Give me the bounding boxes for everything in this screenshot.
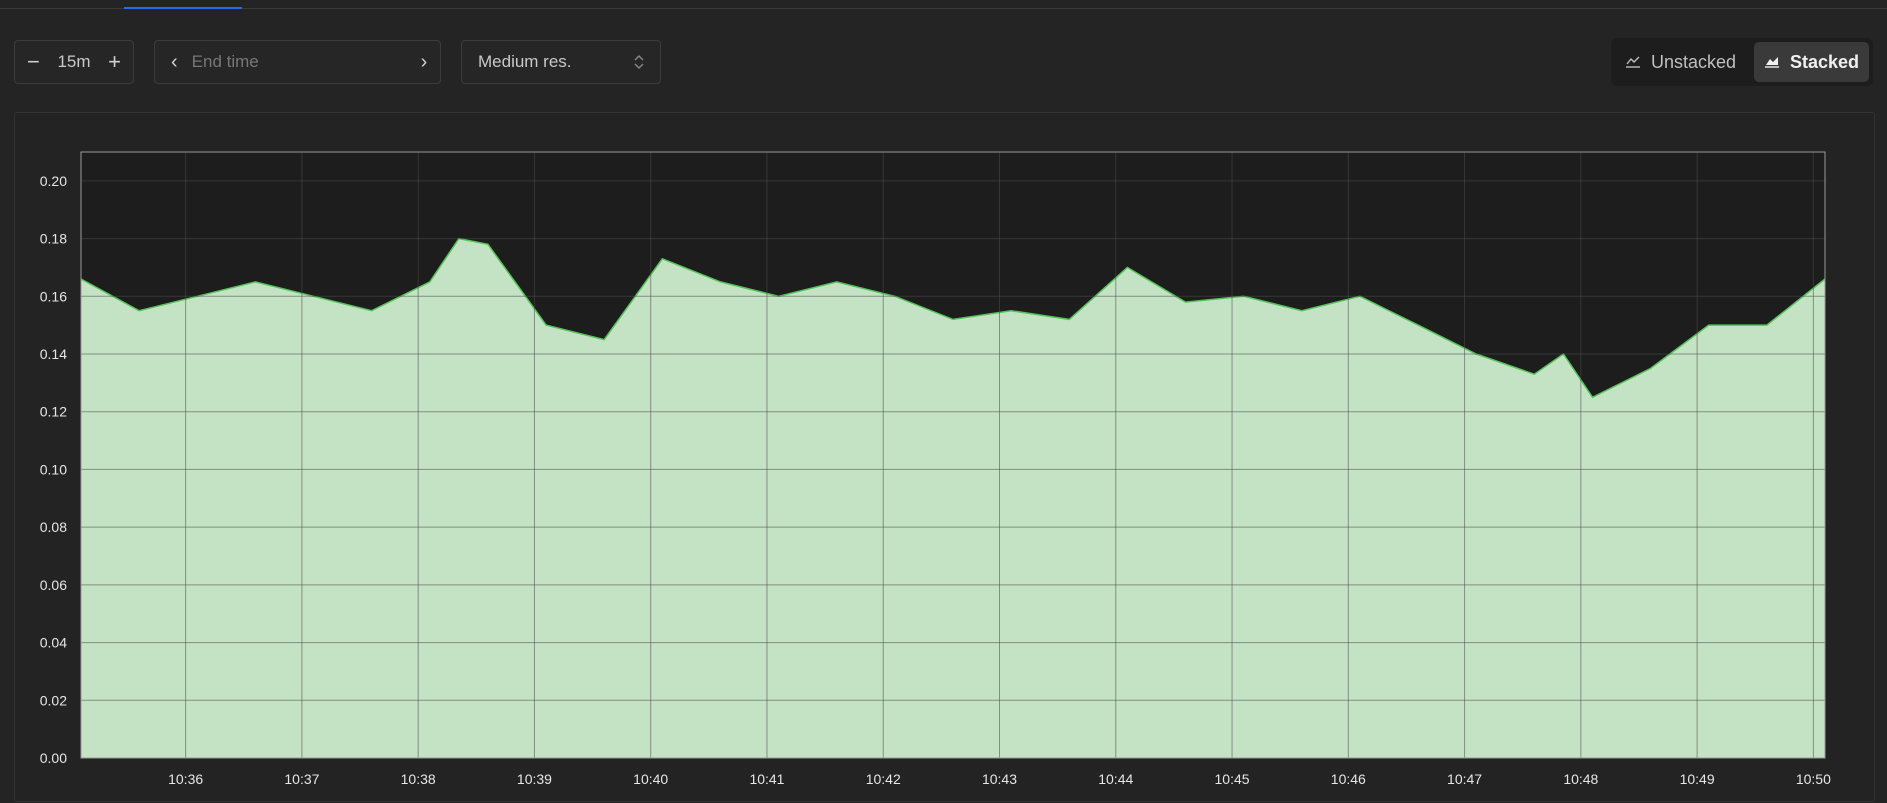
x-tick-label: 10:39 <box>517 771 552 787</box>
x-tick-label: 10:44 <box>1098 771 1133 787</box>
x-tick-label: 10:50 <box>1796 771 1831 787</box>
x-tick-label: 10:49 <box>1680 771 1715 787</box>
previous-time-button[interactable]: ‹ <box>171 51 178 74</box>
y-tick-label: 0.04 <box>40 635 67 651</box>
unstacked-button[interactable]: Unstacked <box>1615 42 1754 82</box>
y-tick-label: 0.20 <box>40 173 67 189</box>
y-tick-label: 0.12 <box>40 404 67 420</box>
area-chart-icon <box>1764 55 1780 69</box>
next-time-button[interactable]: › <box>421 51 428 74</box>
y-tick-label: 0.00 <box>40 750 67 766</box>
x-tick-label: 10:47 <box>1447 771 1482 787</box>
graph-toolbar: − 15m + ‹ › Medium res. Unstacked Stacke… <box>0 0 1887 110</box>
range-control: − 15m + <box>14 40 134 84</box>
end-time-control: ‹ › <box>154 40 441 84</box>
area-chart[interactable]: 0.00 0.02 0.04 0.06 0.08 0.10 0.12 0.14 0.16 0.18… <box>15 113 1874 803</box>
y-tick-label: 0.16 <box>40 288 67 304</box>
x-tick-label: 10:42 <box>866 771 901 787</box>
unstacked-label: Unstacked <box>1651 52 1736 73</box>
y-tick-label: 0.08 <box>40 519 67 535</box>
x-tick-label: 10:48 <box>1563 771 1598 787</box>
x-tick-label: 10:43 <box>982 771 1017 787</box>
stacked-button[interactable]: Stacked <box>1754 42 1869 82</box>
line-chart-icon <box>1625 55 1641 69</box>
x-tick-label: 10:38 <box>401 771 436 787</box>
chevron-updown-icon <box>634 54 644 70</box>
x-tick-label: 10:41 <box>749 771 784 787</box>
decrease-range-button[interactable]: − <box>27 51 40 73</box>
stacking-toggle: Unstacked Stacked <box>1611 38 1873 86</box>
y-tick-label: 0.18 <box>40 231 67 247</box>
y-tick-label: 0.10 <box>40 461 67 477</box>
stacked-label: Stacked <box>1790 52 1859 73</box>
x-tick-label: 10:37 <box>284 771 319 787</box>
x-tick-label: 10:45 <box>1215 771 1250 787</box>
x-tick-label: 10:40 <box>633 771 668 787</box>
x-tick-label: 10:46 <box>1331 771 1366 787</box>
y-tick-label: 0.02 <box>40 692 67 708</box>
y-tick-label: 0.06 <box>40 577 67 593</box>
x-tick-label: 10:36 <box>168 771 203 787</box>
resolution-value: Medium res. <box>478 52 572 72</box>
y-tick-label: 0.14 <box>40 346 67 362</box>
increase-range-button[interactable]: + <box>108 51 121 73</box>
end-time-input[interactable] <box>192 52 413 72</box>
resolution-select[interactable]: Medium res. <box>461 40 661 84</box>
graph-panel: 0.00 0.02 0.04 0.06 0.08 0.10 0.12 0.14 0.16 0.18… <box>14 112 1875 802</box>
range-value[interactable]: 15m <box>57 52 90 72</box>
